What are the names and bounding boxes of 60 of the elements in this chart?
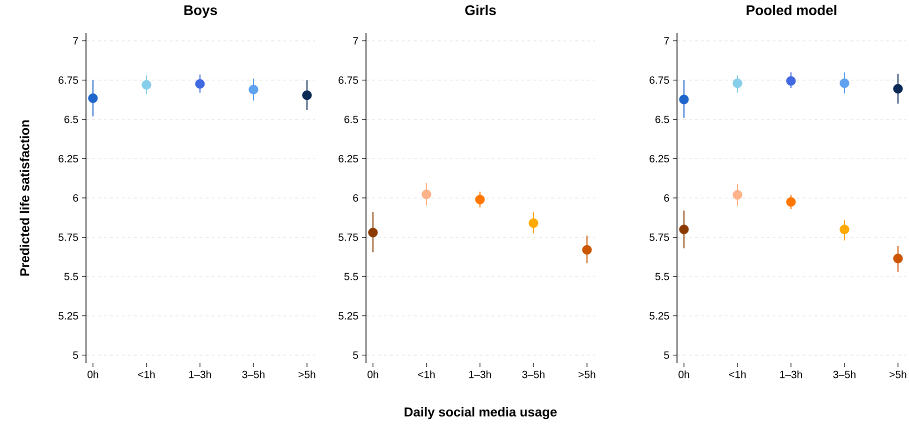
x-tick-label: <1h — [418, 370, 435, 378]
x-tick-label: 0h — [88, 370, 98, 378]
x-tick-label: 0h — [368, 370, 378, 378]
point — [422, 190, 432, 200]
point — [840, 78, 850, 88]
x-tick-label: 3–5h — [833, 370, 856, 378]
x-axis-title: Daily social media usage — [404, 407, 557, 420]
y-tick-label: 5.5 — [655, 272, 670, 280]
chart-title: Pooled model — [746, 4, 836, 16]
y-tick-label: 6.5 — [344, 116, 358, 124]
y-tick-label: 7 — [664, 37, 669, 44]
point — [679, 224, 689, 234]
x-tick-label: 1–3h — [189, 370, 211, 378]
x-tick-label: <1h — [729, 370, 746, 378]
y-tick-label: 5.25 — [650, 312, 670, 320]
y-tick-label: 5 — [664, 351, 670, 359]
y-tick-label: 6.25 — [58, 155, 78, 162]
point — [368, 228, 378, 238]
point — [786, 197, 796, 207]
y-tick-label: 6.75 — [338, 76, 358, 84]
y-axis-title: Predicted life satisfaction — [20, 120, 30, 276]
y-tick-label: 5.75 — [58, 234, 78, 241]
point — [840, 224, 850, 234]
x-tick-label: >5h — [578, 370, 596, 378]
y-tick-label: 7 — [353, 37, 358, 44]
y-tick-label: 5 — [353, 351, 358, 359]
y-tick-label: 5 — [73, 351, 78, 359]
y-tick-label: 5.75 — [650, 234, 670, 241]
y-tick-label: 6.25 — [338, 155, 358, 162]
y-tick-label: 5.5 — [344, 272, 358, 280]
point — [786, 76, 796, 86]
y-tick-label: 7 — [73, 37, 78, 44]
point — [679, 94, 689, 104]
x-tick-label: 3–5h — [522, 370, 544, 378]
point — [582, 245, 592, 255]
x-tick-label: 3–5h — [242, 370, 264, 378]
y-tick-label: 6.5 — [64, 116, 78, 124]
y-tick-label: 6 — [353, 194, 358, 202]
point — [732, 78, 742, 88]
chart-title: Boys — [184, 5, 217, 18]
point — [732, 190, 742, 200]
y-tick-label: 5.75 — [338, 234, 358, 241]
y-tick-label: 5.5 — [64, 272, 78, 280]
chart-title: Girls — [465, 4, 496, 16]
x-tick-label: 1–3h — [469, 370, 491, 378]
point — [528, 218, 538, 228]
point — [475, 194, 485, 204]
y-tick-label: 5.25 — [58, 312, 78, 320]
y-tick-label: 6.75 — [650, 76, 670, 84]
x-tick-label: 1–3h — [780, 370, 802, 378]
x-tick-label: <1h — [138, 370, 155, 378]
y-tick-label: 6.25 — [650, 155, 670, 162]
x-tick-label: 0h — [678, 370, 690, 378]
y-tick-label: 6 — [73, 194, 78, 202]
x-tick-label: >5h — [890, 370, 906, 378]
y-tick-label: 5.25 — [338, 312, 358, 320]
y-tick-label: 6 — [664, 194, 670, 202]
x-tick-label: >5h — [298, 370, 316, 378]
y-tick-label: 6.5 — [655, 116, 670, 124]
y-tick-label: 6.75 — [58, 76, 78, 84]
